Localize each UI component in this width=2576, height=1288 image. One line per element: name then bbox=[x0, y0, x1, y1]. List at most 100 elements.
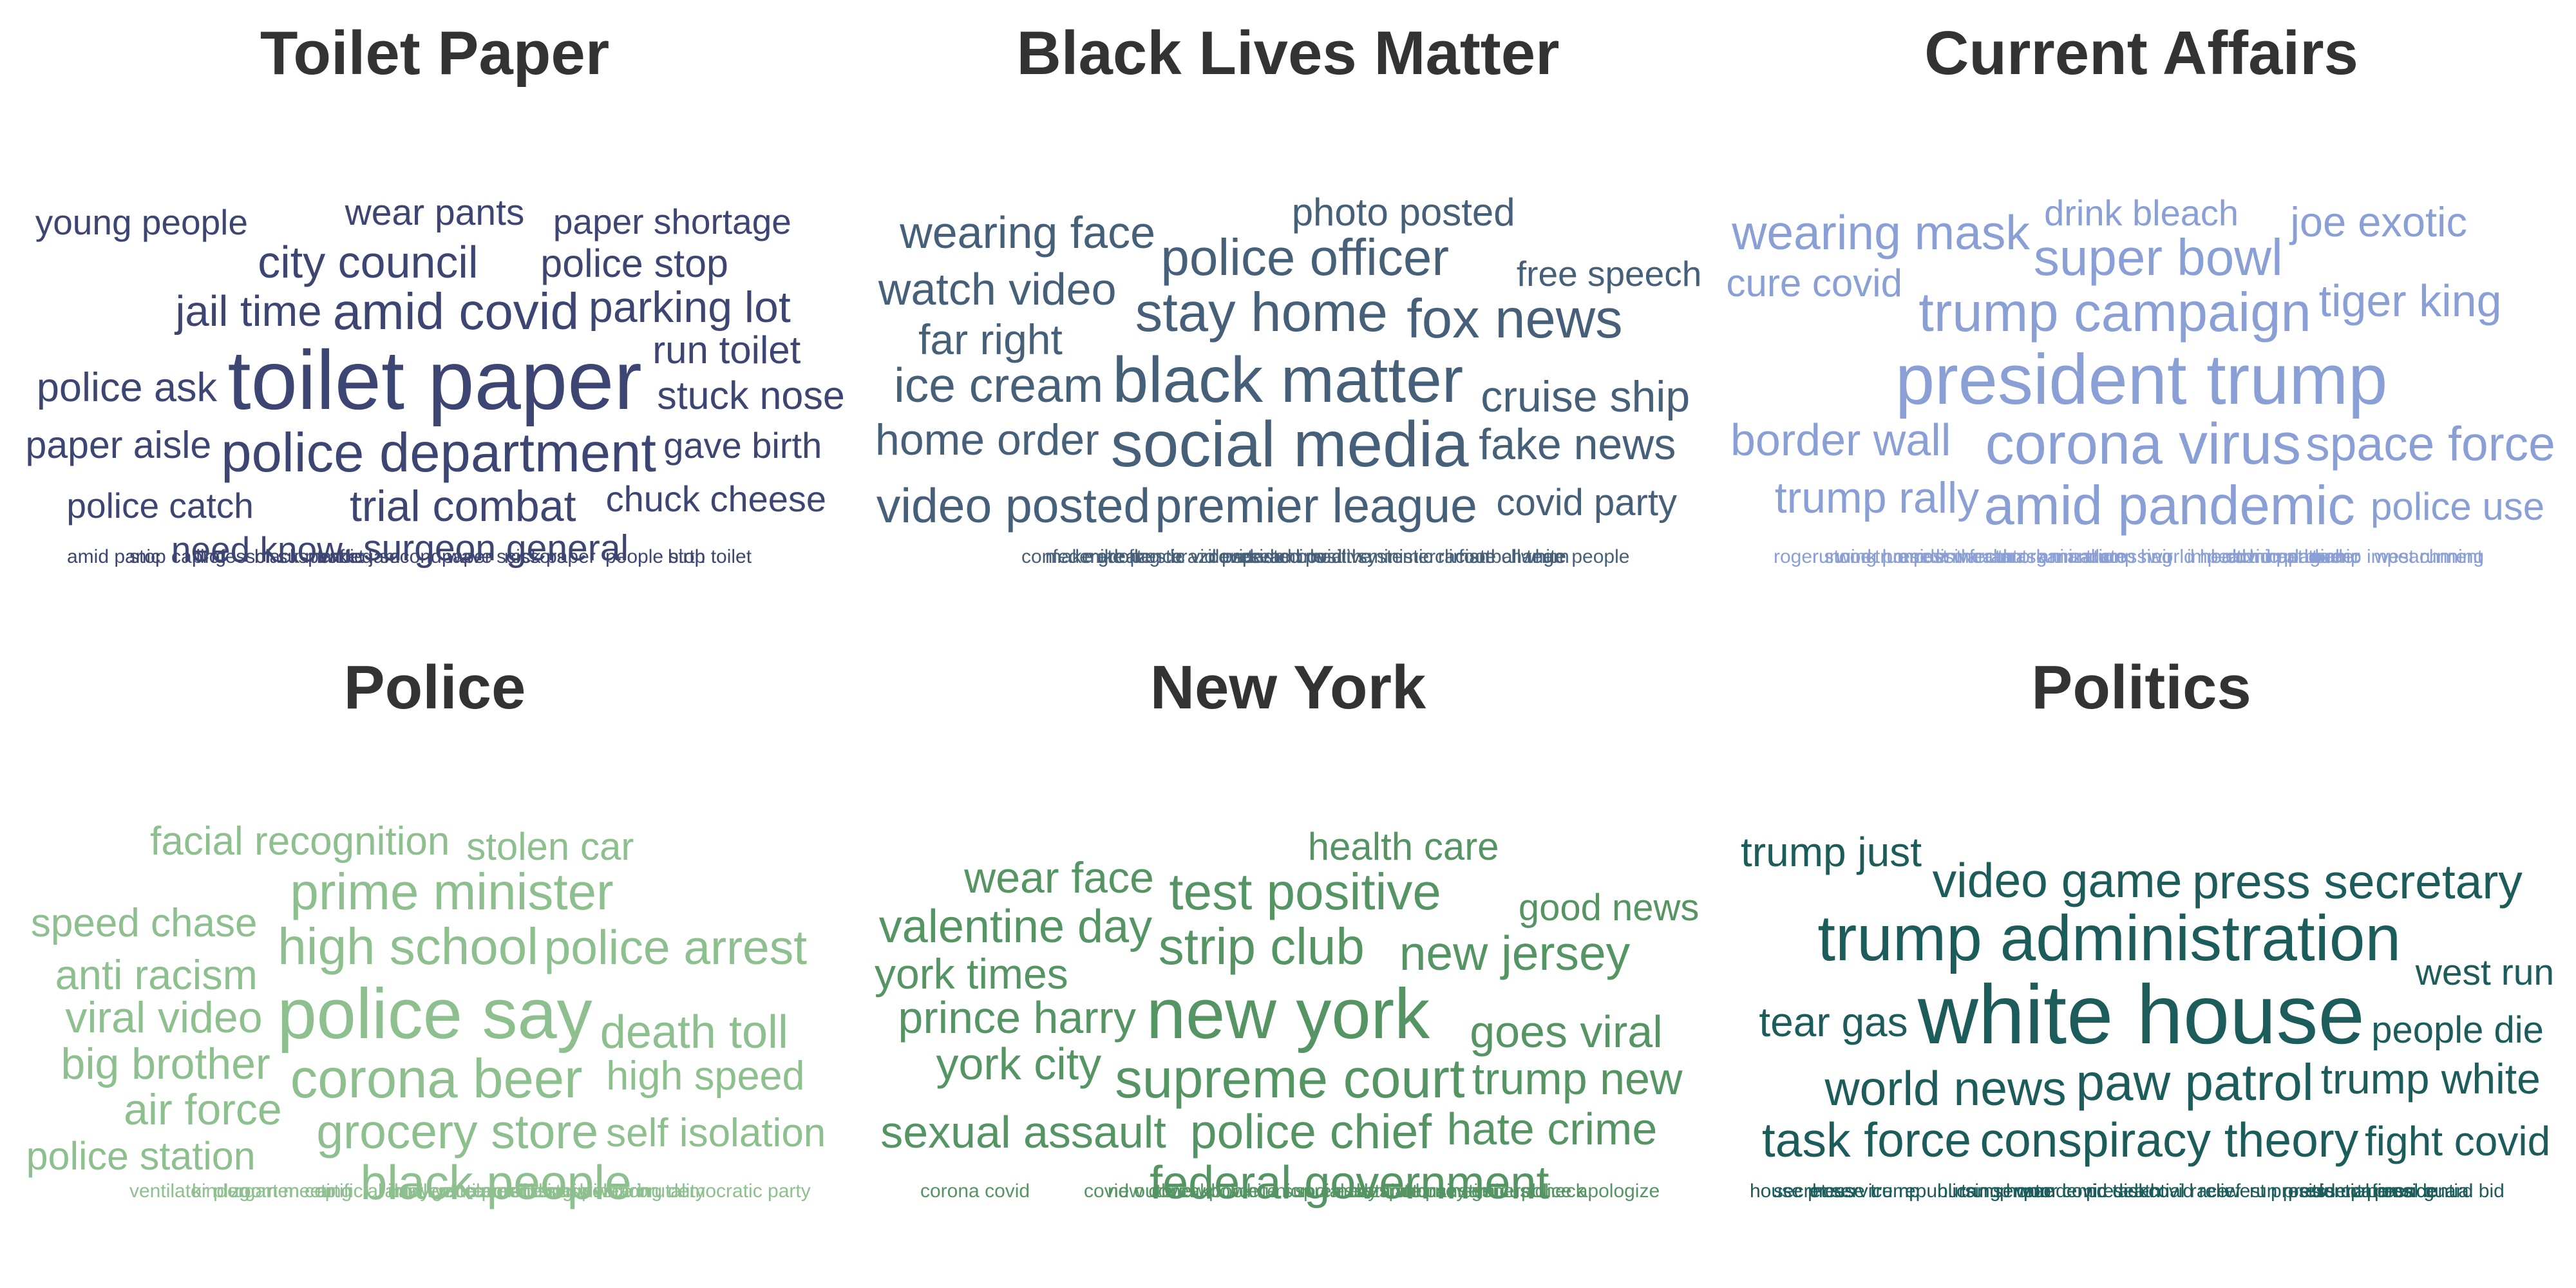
wordcloud-word: west running bbox=[2374, 546, 2485, 567]
wordcloud-word: mask mandate bbox=[2000, 546, 2126, 567]
wordcloud-word: stop calling bbox=[129, 546, 227, 567]
wordcloud-word: conspiracy theory bbox=[1980, 1113, 2359, 1168]
wordcloud-word: stimulus check bbox=[1459, 1180, 1586, 1202]
wordcloud-word: impeachment trial bbox=[2187, 546, 2340, 567]
panel-title: New York bbox=[1150, 653, 1426, 722]
wordcloud-word: run president bbox=[2249, 1180, 2363, 1202]
wordcloud-word: health minister bbox=[1310, 546, 1436, 567]
wordcloud-word: stay home bbox=[1135, 281, 1388, 343]
wordcloud-word: police department bbox=[221, 422, 656, 484]
wordcloud-word: supreme court bbox=[1115, 1048, 1465, 1110]
wordcloud-word: new book bbox=[1170, 1180, 1253, 1202]
wordcloud-word: fake news bbox=[1479, 419, 1676, 469]
wordcloud-word: health organization bbox=[1961, 546, 2125, 567]
wordcloud-word: republican senator bbox=[1899, 1180, 2058, 1202]
wordcloud-word: far right bbox=[918, 316, 1063, 364]
wordcloud-word: wear pants bbox=[345, 192, 525, 234]
wordcloud-word: mike pence bbox=[1084, 546, 1183, 567]
wordcloud-word: secret service bbox=[1774, 1180, 1893, 1202]
wordcloud-word: chuck cheese bbox=[605, 478, 827, 519]
wordcloud-word: white people bbox=[1521, 546, 1630, 567]
wordcloud-word: social media bbox=[1110, 408, 1469, 481]
wordcloud-word: new york bbox=[1146, 974, 1430, 1054]
wordcloud-word: second wave bbox=[379, 546, 493, 567]
wordcloud-word: national guard bbox=[2351, 1180, 2474, 1202]
wordcloud-word: video posted bbox=[876, 478, 1151, 533]
wordcloud-word: young people bbox=[35, 202, 248, 243]
wordcloud-word: drink bleach bbox=[2044, 192, 2239, 233]
wordcloud-word: covid death bbox=[2062, 1180, 2161, 1202]
wordcloud-word: essential business bbox=[1334, 1180, 1492, 1202]
wordcloud-word: black people bbox=[360, 1155, 632, 1210]
wordcloud-word: super bowl bbox=[2033, 229, 2283, 287]
wordcloud-word: trump just bbox=[1741, 829, 1922, 876]
wordcloud-word: federal government bbox=[1150, 1157, 1549, 1209]
word-cloud: black matter social media stay home fox new… bbox=[860, 0, 1716, 618]
panel-title: Politics bbox=[2031, 653, 2251, 722]
wordcloud-word: high school bbox=[278, 918, 539, 976]
wordcloud-word: refusing wear bbox=[504, 1180, 621, 1202]
wordcloud-word: tested positive bbox=[1247, 546, 1371, 567]
wordcloud-word: president trump bbox=[1895, 340, 2388, 419]
wordcloud-panel-current-affairs: Current Affairs president trump corona vi… bbox=[1713, 0, 2570, 618]
wordcloud-word: police stop bbox=[540, 242, 728, 286]
wordcloud-panel-black-lives-matter: Black Lives Matter black matter social me… bbox=[860, 0, 1716, 618]
wordcloud-word: amid pandemic bbox=[1984, 475, 2355, 537]
wordcloud-word: white house bbox=[1918, 967, 2365, 1061]
wordcloud-word: grocery store bbox=[316, 1104, 599, 1159]
wordcloud-word: self isolation bbox=[606, 1110, 826, 1155]
wordcloud-word: attorney general bbox=[1396, 1180, 1536, 1202]
wordcloud-word: trial combat bbox=[350, 481, 576, 531]
wordcloud-word: running president bbox=[1812, 546, 1962, 567]
wordcloud-word: death toll bbox=[600, 1007, 789, 1059]
wordcloud-word: police union bbox=[1209, 1180, 1312, 1202]
wordcloud-panel-politics: Politics white house trump administration… bbox=[1713, 634, 2570, 1253]
wordcloud-word: confederate flag bbox=[1021, 546, 1160, 567]
wordcloud-word: trump new bbox=[1472, 1053, 1683, 1104]
wordcloud-word: home order bbox=[875, 415, 1099, 464]
word-cloud: police say corona beer high school prime mi… bbox=[6, 634, 863, 1253]
wordcloud-word: city council bbox=[258, 237, 478, 288]
wordcloud-word: trump border bbox=[2249, 546, 2360, 567]
wordcloud-word: mask wearing bbox=[543, 1180, 663, 1202]
wordcloud-word: prime minister bbox=[290, 863, 614, 921]
wordcloud-word: black market bbox=[254, 546, 365, 567]
word-cloud: toilet paper police department amid covid c… bbox=[6, 0, 863, 618]
wordcloud-word: presidential race bbox=[2086, 1180, 2228, 1202]
wordcloud-word: work home bbox=[1836, 546, 1931, 567]
wordcloud-word: press conference bbox=[2288, 1180, 2437, 1202]
wordcloud-word: police ask bbox=[36, 365, 218, 410]
wordcloud-word: west run bbox=[2415, 951, 2555, 993]
wordcloud-word: free speech bbox=[1516, 253, 1702, 294]
wordcloud-word: corona virus bbox=[1985, 412, 2302, 477]
wordcloud-word: police chief bbox=[1189, 1104, 1432, 1159]
wordcloud-word: people stop bbox=[605, 546, 706, 567]
wordcloud-word: trump hair bbox=[2086, 546, 2174, 567]
wordcloud-word: covid outbreak bbox=[1084, 1180, 1210, 1202]
wordcloud-word: paper shortage bbox=[553, 201, 791, 242]
wordcloud-word: tiger king bbox=[2318, 276, 2502, 326]
wordcloud-word: presidential bid bbox=[2374, 1180, 2505, 1202]
wordcloud-word: law enforcement bbox=[394, 1180, 536, 1202]
wordcloud-word: stolen car bbox=[466, 824, 634, 868]
word-cloud: president trump corona virus trump campaig… bbox=[1713, 0, 2570, 618]
wordcloud-word: valentine day bbox=[878, 900, 1153, 952]
wordcloud-word: new covid bbox=[1108, 1180, 1194, 1202]
wordcloud-word: covid relief bbox=[2148, 1180, 2241, 1202]
wordcloud-word: prince harry bbox=[898, 992, 1136, 1043]
wordcloud-word: trump disinfectant bbox=[1875, 546, 2027, 567]
wordcloud-word: sexual assault bbox=[880, 1107, 1166, 1157]
wordcloud-word: vice president bbox=[442, 1180, 562, 1202]
wordcloud-word: family ventilator bbox=[379, 1180, 514, 1202]
wordcloud-word: paw patrol bbox=[2076, 1054, 2314, 1112]
wordcloud-word: parking lot bbox=[589, 282, 791, 332]
wordcloud-word: trump rally bbox=[1774, 473, 1980, 522]
wordcloud-word: anti racism bbox=[55, 951, 258, 998]
wordcloud-word: house trump bbox=[1812, 1180, 1920, 1202]
wordcloud-word: social distance bbox=[1295, 1180, 1422, 1202]
wordcloud-word: photo posted bbox=[1291, 190, 1515, 234]
wordcloud-word: premier league bbox=[1155, 478, 1477, 533]
wordcloud-word: animal crossing bbox=[2038, 546, 2173, 567]
wordcloud-word: police station bbox=[26, 1133, 256, 1178]
wordcloud-word: world news bbox=[1824, 1061, 2067, 1115]
